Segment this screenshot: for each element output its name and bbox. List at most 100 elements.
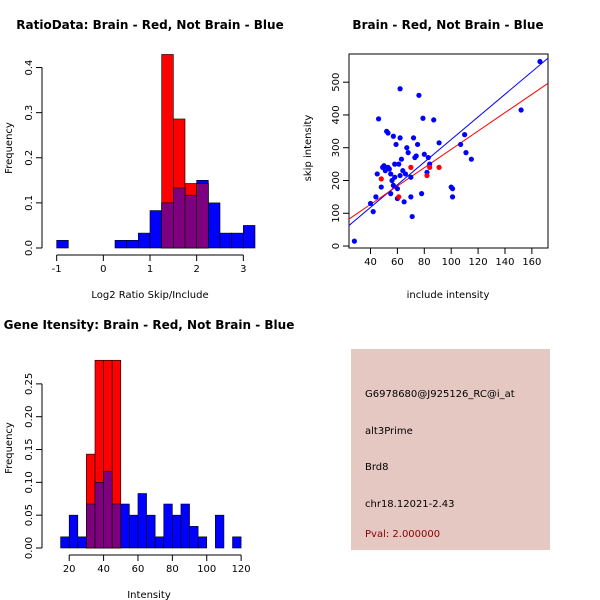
x-tick-label: 60 xyxy=(132,564,145,575)
blue-scatter-point xyxy=(381,163,387,169)
red-scatter-point xyxy=(424,172,430,179)
info-panel: G6978680@J925126_RC@i_at alt3Prime Brd8 … xyxy=(351,349,550,550)
scatter-fit-lines xyxy=(348,57,549,226)
intensity-histogram-overlap-bars xyxy=(86,470,122,549)
blue-scatter-point xyxy=(421,151,427,157)
blue-histogram-bar xyxy=(68,514,79,549)
scatter-axes: 40 60 80 100 120 140 160 0 100 200 300 400 500 xyxy=(331,73,541,268)
blue-histogram-bar xyxy=(219,232,232,249)
blue-scatter-point xyxy=(463,150,469,156)
blue-scatter-point xyxy=(537,58,543,65)
red-scatter-point xyxy=(427,164,433,170)
y-tick-label: 0.3 xyxy=(24,105,35,121)
x-tick-label: 80 xyxy=(418,257,431,268)
intensity-histogram-ylabel: Frequency xyxy=(4,422,15,474)
overlap-histogram-bar xyxy=(184,194,197,249)
blue-histogram-bar xyxy=(138,232,151,249)
blue-scatter-point xyxy=(462,132,468,138)
blue-scatter-point xyxy=(420,115,426,121)
scatter-points xyxy=(351,58,543,244)
intensity-histogram-panel: Gene Itensity: Brain - Red, Not Brain - … xyxy=(4,318,295,600)
blue-scatter-point xyxy=(449,186,456,192)
y-tick-label: 0.05 xyxy=(24,504,35,526)
x-tick-label: 1 xyxy=(147,264,153,275)
blue-histogram-bar xyxy=(56,240,69,249)
blue-scatter-point xyxy=(397,135,403,141)
x-tick-label: 120 xyxy=(232,564,251,575)
genomic-locus: chr18.12021-2.43 xyxy=(365,499,455,510)
scatter-plot-box xyxy=(348,53,549,249)
red-scatter-point xyxy=(408,164,414,170)
blue-histogram-bar xyxy=(126,240,139,249)
x-tick-label: 100 xyxy=(442,257,461,268)
scatter-xlabel: include intensity xyxy=(407,290,490,301)
x-tick-label: 80 xyxy=(166,564,179,575)
blue-scatter-point xyxy=(392,161,398,167)
y-tick-label: 100 xyxy=(331,204,342,223)
blue-scatter-point xyxy=(390,182,396,189)
red-fit-line xyxy=(348,82,549,220)
y-tick-label: 0.0 xyxy=(24,240,35,256)
blue-scatter-point xyxy=(373,194,379,200)
x-tick-label: 2 xyxy=(193,264,199,275)
overlap-histogram-bar xyxy=(86,503,96,549)
y-tick-label: 0.25 xyxy=(24,373,35,395)
x-tick-label: 120 xyxy=(469,257,488,268)
blue-scatter-point xyxy=(416,92,422,98)
red-scatter-point xyxy=(396,194,402,200)
blue-scatter-point xyxy=(367,200,374,207)
blue-histogram-bar xyxy=(172,514,182,549)
blue-scatter-point xyxy=(405,150,411,156)
blue-scatter-point xyxy=(518,107,524,113)
x-tick-label: 20 xyxy=(63,564,76,575)
ratio-histogram-title: RatioData: Brain - Red, Not Brain - Blue xyxy=(16,18,283,32)
overlap-histogram-bar xyxy=(94,482,104,549)
x-tick-label: -1 xyxy=(52,264,62,275)
y-tick-label: 0.1 xyxy=(24,195,35,211)
blue-scatter-point xyxy=(390,133,396,139)
x-tick-label: 40 xyxy=(97,564,110,575)
blue-scatter-point xyxy=(431,117,437,123)
blue-histogram-bar xyxy=(114,240,127,249)
blue-scatter-point xyxy=(388,171,394,177)
pval-label: Pval: 2.000000 xyxy=(365,529,440,540)
y-tick-label: 0.2 xyxy=(24,150,35,166)
x-tick-label: 140 xyxy=(495,257,514,268)
blue-histogram-bar xyxy=(146,514,156,549)
blue-scatter-point xyxy=(408,194,414,200)
blue-scatter-point xyxy=(413,153,419,159)
scatter-ylabel: skip intensity xyxy=(303,115,314,182)
x-tick-label: 0 xyxy=(100,264,106,275)
probe-id: G6978680@J925126_RC@i_at xyxy=(365,389,515,400)
blue-histogram-bar xyxy=(197,536,208,549)
y-tick-label: 0.00 xyxy=(24,537,35,559)
blue-histogram-bar xyxy=(120,503,130,549)
y-tick-label: 0.10 xyxy=(24,471,35,493)
blue-scatter-point xyxy=(375,116,382,122)
blue-scatter-point xyxy=(468,156,474,162)
blue-scatter-point xyxy=(458,141,464,148)
blue-scatter-point xyxy=(419,191,425,197)
blue-scatter-point xyxy=(385,130,391,136)
info-panel-background xyxy=(351,349,550,550)
blue-scatter-point xyxy=(388,191,394,197)
y-tick-label: 300 xyxy=(331,138,342,157)
ratio-histogram-ylabel: Frequency xyxy=(4,122,15,174)
blue-histogram-bar xyxy=(154,536,165,549)
overlap-histogram-bar xyxy=(196,183,209,249)
intensity-histogram-title: Gene Itensity: Brain - Red, Not Brain - … xyxy=(4,318,295,332)
blue-scatter-point xyxy=(378,184,384,190)
blue-scatter-point xyxy=(397,86,403,92)
blue-scatter-point xyxy=(425,154,431,161)
intensity-histogram-xlabel: Intensity xyxy=(127,590,171,600)
blue-histogram-bar xyxy=(243,225,256,249)
intensity-histogram-axes: 20 40 60 80 100 120 0.00 0.05 0.10 0.15 0.20 0.25 xyxy=(24,373,251,575)
blue-histogram-bar xyxy=(180,503,190,549)
blue-scatter-point xyxy=(370,209,376,215)
x-tick-label: 60 xyxy=(391,257,404,268)
blue-histogram-bar xyxy=(129,514,139,549)
blue-histogram-bar xyxy=(149,210,162,249)
y-tick-label: 0.4 xyxy=(24,60,35,76)
blue-histogram-bar xyxy=(77,536,87,549)
blue-scatter-point xyxy=(374,171,380,177)
